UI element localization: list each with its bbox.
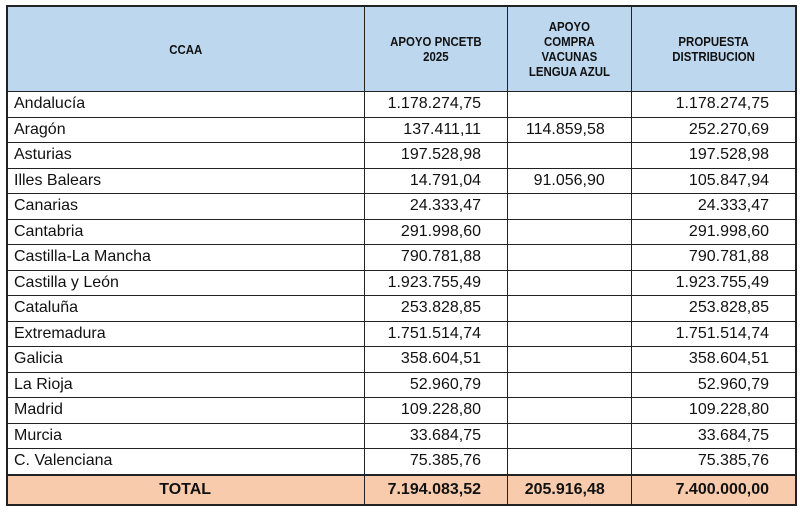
cell-propuesta: 291.998,60 (630, 218, 797, 245)
cell-apoyo-vacunas (507, 346, 632, 373)
cell-apoyo-pncetb: 1.178.274,75 (364, 91, 508, 118)
cell-apoyo-vacunas (507, 142, 632, 169)
cell-apoyo-vacunas (507, 448, 632, 475)
cell-propuesta: 1.923.755,49 (630, 269, 797, 296)
cell-ccaa: Asturias (6, 142, 366, 169)
cell-apoyo-vacunas (507, 371, 632, 398)
table-row: La Rioja 52.960,79 52.960,79 (6, 371, 797, 398)
cell-apoyo-pncetb: 137.411,11 (364, 116, 508, 143)
cell-ccaa: Castilla-La Mancha (6, 244, 366, 271)
cell-apoyo-pncetb: 33.684,75 (364, 422, 508, 449)
cell-ccaa: Murcia (6, 422, 366, 449)
cell-propuesta: 790.781,88 (630, 244, 797, 271)
table-row: Galicia 358.604,51 358.604,51 (6, 346, 797, 373)
table-row: Murcia 33.684,75 33.684,75 (6, 422, 797, 449)
table-row: Cataluña 253.828,85 253.828,85 (6, 295, 797, 322)
table-row: Andalucía 1.178.274,75 1.178.274,75 (6, 91, 797, 118)
cell-propuesta: 252.270,69 (630, 116, 797, 143)
cell-apoyo-vacunas: 114.859,58 (507, 116, 632, 143)
cell-apoyo-pncetb: 291.998,60 (364, 218, 508, 245)
cell-ccaa: Cantabria (6, 218, 366, 245)
header-apoyo-vacunas: APOYO COMPRA VACUNAS LENGUA AZUL (507, 5, 632, 92)
cell-apoyo-pncetb: 109.228,80 (364, 397, 508, 424)
cell-ccaa: Extremadura (6, 320, 366, 347)
cell-propuesta: 109.228,80 (630, 397, 797, 424)
table-row: Castilla y León 1.923.755,49 1.923.755,49 (6, 269, 797, 296)
header-ccaa: CCAA (6, 5, 366, 92)
table-row: Canarias 24.333,47 24.333,47 (6, 193, 797, 220)
cell-apoyo-pncetb: 1.923.755,49 (364, 269, 508, 296)
cell-ccaa: Galicia (6, 346, 366, 373)
cell-ccaa: Madrid (6, 397, 366, 424)
cell-apoyo-vacunas: 91.056,90 (507, 167, 632, 194)
cell-apoyo-pncetb: 7.194.083,52 (364, 473, 508, 505)
header-propuesta: PROPUESTA DISTRIBUCION (630, 5, 797, 92)
cell-ccaa: C. Valenciana (6, 448, 366, 475)
cell-apoyo-pncetb: 197.528,98 (364, 142, 508, 169)
table-row: Castilla-La Mancha 790.781,88 790.781,88 (6, 244, 797, 271)
table-row: Madrid 109.228,80 109.228,80 (6, 397, 797, 424)
cell-ccaa: Aragón (6, 116, 366, 143)
cell-ccaa: Cataluña (6, 295, 366, 322)
cell-apoyo-vacunas (507, 91, 632, 118)
cell-ccaa: Canarias (6, 193, 366, 220)
header-apoyo-pncetb: APOYO PNCETB 2025 (364, 5, 508, 92)
cell-apoyo-pncetb: 75.385,76 (364, 448, 508, 475)
cell-ccaa: Illes Balears (6, 167, 366, 194)
cell-ccaa: La Rioja (6, 371, 366, 398)
cell-apoyo-pncetb: 253.828,85 (364, 295, 508, 322)
cell-apoyo-vacunas (507, 422, 632, 449)
cell-apoyo-vacunas (507, 269, 632, 296)
total-row: TOTAL 7.194.083,52 205.916,48 7.400.000,00 (6, 473, 797, 505)
table-row: C. Valenciana 75.385,76 75.385,76 (6, 448, 797, 475)
table-row: Extremadura 1.751.514,74 1.751.514,74 (6, 320, 797, 347)
table-row: Cantabria 291.998,60 291.998,60 (6, 218, 797, 245)
table-row: Illes Balears 14.791,04 91.056,90 105.847,9… (6, 167, 797, 194)
cell-apoyo-vacunas (507, 320, 632, 347)
cell-apoyo-vacunas (507, 295, 632, 322)
cell-propuesta: 1.751.514,74 (630, 320, 797, 347)
cell-apoyo-pncetb: 358.604,51 (364, 346, 508, 373)
cell-apoyo-pncetb: 14.791,04 (364, 167, 508, 194)
cell-propuesta: 75.385,76 (630, 448, 797, 475)
cell-apoyo-vacunas (507, 193, 632, 220)
cell-ccaa: Castilla y León (6, 269, 366, 296)
cell-apoyo-vacunas: 205.916,48 (507, 473, 632, 505)
cell-propuesta: 1.178.274,75 (630, 91, 797, 118)
cell-apoyo-pncetb: 1.751.514,74 (364, 320, 508, 347)
header-row: CCAA APOYO PNCETB 2025 APOYO COMPRA VACU… (6, 5, 797, 92)
cell-apoyo-pncetb: 790.781,88 (364, 244, 508, 271)
cell-propuesta: 7.400.000,00 (630, 473, 797, 505)
cell-apoyo-vacunas (507, 218, 632, 245)
distribution-table: CCAA APOYO PNCETB 2025 APOYO COMPRA VACU… (6, 5, 797, 506)
cell-propuesta: 253.828,85 (630, 295, 797, 322)
table-row: Aragón 137.411,11 114.859,58 252.270,69 (6, 116, 797, 143)
cell-propuesta: 33.684,75 (630, 422, 797, 449)
cell-propuesta: 105.847,94 (630, 167, 797, 194)
cell-ccaa: Andalucía (6, 91, 366, 118)
cell-propuesta: 197.528,98 (630, 142, 797, 169)
cell-apoyo-vacunas (507, 244, 632, 271)
cell-propuesta: 24.333,47 (630, 193, 797, 220)
cell-apoyo-vacunas (507, 397, 632, 424)
table-row: Asturias 197.528,98 197.528,98 (6, 142, 797, 169)
cell-apoyo-pncetb: 52.960,79 (364, 371, 508, 398)
cell-apoyo-pncetb: 24.333,47 (364, 193, 508, 220)
cell-ccaa: TOTAL (6, 473, 366, 505)
cell-propuesta: 52.960,79 (630, 371, 797, 398)
cell-propuesta: 358.604,51 (630, 346, 797, 373)
